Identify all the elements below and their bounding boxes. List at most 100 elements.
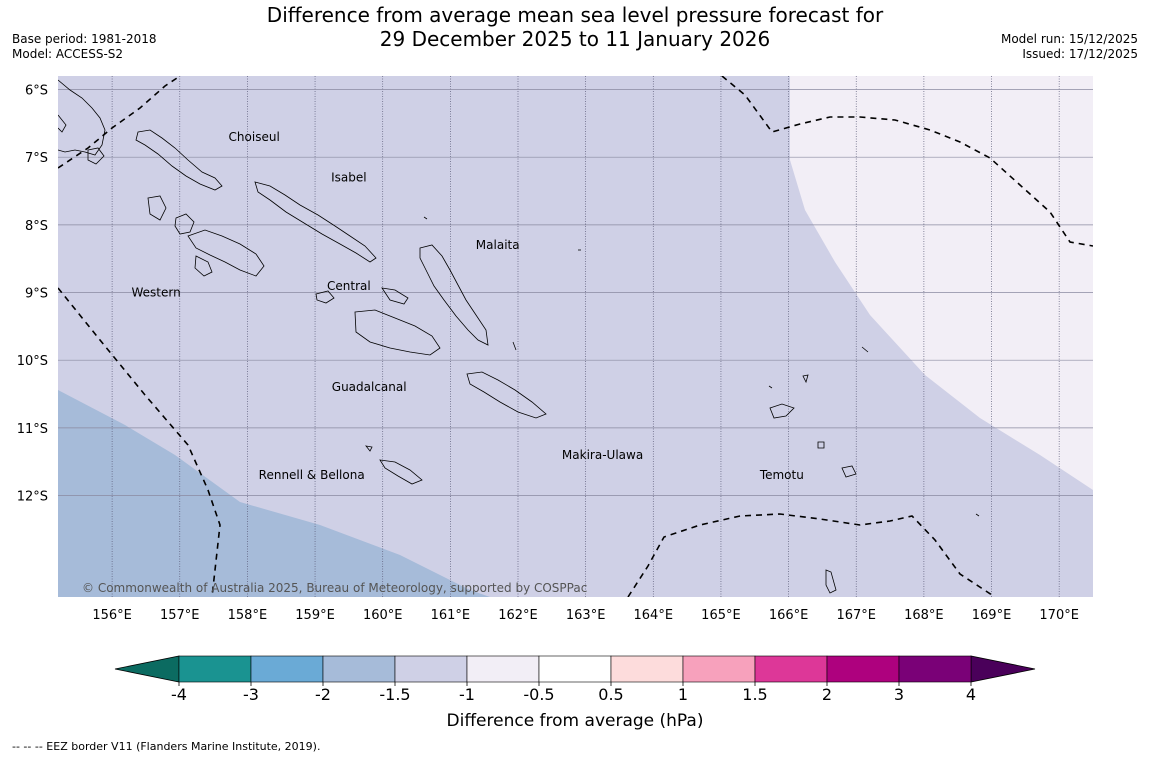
- solomon-islands-coastline: [58, 79, 980, 594]
- colorbar-tick-label: 1.5: [742, 685, 767, 704]
- colorbar-segment: [322, 655, 396, 683]
- small-islet-2: [423, 216, 428, 220]
- title-line-1: Difference from average mean sea level p…: [266, 3, 884, 27]
- colorbar-tick-label: -1.5: [379, 685, 410, 704]
- colorbar-tick-label: 3: [894, 685, 904, 704]
- kolombangara-coast: [174, 213, 195, 235]
- colorbar-segment: [898, 655, 972, 683]
- title-line-2: 29 December 2025 to 11 January 2026: [379, 27, 771, 51]
- colorbar-segment: [754, 655, 828, 683]
- longitude-label: 162°E: [498, 608, 538, 623]
- colorbar-high-extend: [970, 655, 1036, 683]
- province-label: Makira-Ulawa: [562, 448, 643, 462]
- latitude-label: 11°S: [17, 422, 48, 437]
- buka-coast: [58, 114, 67, 133]
- small-islet-5: [512, 341, 517, 351]
- colorbar-segment: [826, 655, 900, 683]
- province-labels: Choiseul Isabel Malaita Western Central Guada…: [131, 130, 803, 482]
- colorbar-title: Difference from average (hPa): [447, 711, 704, 731]
- longitude-labels: 156°E 157°E 158°E 159°E 160°E 161°E 162°E 163°E…: [92, 608, 1079, 623]
- colorbar-low-extend: [114, 655, 180, 683]
- malaita-coast: [419, 244, 489, 346]
- province-label: Guadalcanal: [332, 380, 407, 394]
- model-name: Model: ACCESS-S2: [12, 47, 124, 61]
- run-info: Model run: 15/12/2025 Issued: 17/12/2025: [1001, 32, 1138, 62]
- model-run: Model run: 15/12/2025: [1000, 32, 1138, 46]
- colorbar-tick-label: 0.5: [598, 685, 623, 704]
- longitude-label: 169°E: [972, 608, 1012, 623]
- map-title: Difference from average mean sea level p…: [0, 3, 1150, 51]
- latitude-label: 6°S: [25, 84, 48, 99]
- choiseul-coast: [135, 129, 223, 191]
- longitude-label: 160°E: [363, 608, 403, 623]
- eez-borders: [58, 76, 1093, 597]
- colorbar-tick-label: 1: [678, 685, 688, 704]
- map-figure: Choiseul Isabel Malaita Western Central Guada…: [17, 76, 1093, 731]
- latitude-label: 8°S: [25, 219, 48, 234]
- province-label: Isabel: [331, 170, 366, 184]
- colorbar-segment: [610, 655, 684, 683]
- vella-lavella-coast: [147, 195, 167, 221]
- province-label: Central: [327, 279, 371, 293]
- longitude-label: 168°E: [904, 608, 944, 623]
- colorbar-tick-label: -1: [459, 685, 475, 704]
- small-islet-3: [861, 346, 869, 353]
- latitude-label: 9°S: [25, 287, 48, 302]
- copyright-notice: © Commonwealth of Australia 2025, Bureau…: [82, 581, 587, 595]
- colorbar-segment: [394, 655, 468, 683]
- isabel-coast: [254, 181, 377, 263]
- eez-nauru-kiribati: [721, 76, 1093, 247]
- longitude-label: 163°E: [566, 608, 606, 623]
- colorbar-segment: [178, 655, 252, 683]
- colorbar-tick-label: -3: [243, 685, 259, 704]
- longitude-label: 159°E: [295, 608, 335, 623]
- makira-coast: [466, 371, 547, 419]
- bougainville-coast: [58, 79, 106, 156]
- longitude-label: 157°E: [160, 608, 200, 623]
- rendova-coast: [194, 255, 213, 277]
- base-info: Base period: 1981-2018 Model: ACCESS-S2: [12, 32, 157, 62]
- new-georgia-coast: [187, 229, 265, 277]
- bellona-coast: [365, 445, 373, 452]
- latitude-label: 10°S: [17, 354, 48, 369]
- small-islet-4: [975, 513, 980, 517]
- colorbar-segment: [682, 655, 756, 683]
- florida-islands-coast: [381, 287, 409, 305]
- eez-footnote: -- -- -- EEZ border V11 (Flanders Marine…: [12, 740, 321, 753]
- colorbar-segment: [250, 655, 324, 683]
- province-label: Malaita: [476, 238, 520, 252]
- colorbar-segment: [538, 655, 612, 683]
- longitude-label: 158°E: [228, 608, 268, 623]
- eez-vanuatu: [627, 513, 996, 597]
- anuta-coast: [825, 569, 837, 594]
- longitude-label: 167°E: [836, 608, 876, 623]
- province-label: Western: [131, 286, 180, 300]
- colorbar-tick-label: -2: [315, 685, 331, 704]
- latitude-label: 7°S: [25, 151, 48, 166]
- latitude-label: 12°S: [17, 490, 48, 505]
- colorbar-tick-label: -0.5: [523, 685, 554, 704]
- guadalcanal-coast: [354, 309, 441, 356]
- colorbar-tick-label: 4: [966, 685, 976, 704]
- map-area: Choiseul Isabel Malaita Western Central Guada…: [58, 76, 1093, 597]
- issued-date: Issued: 17/12/2025: [1022, 47, 1138, 61]
- longitude-label: 161°E: [431, 608, 471, 623]
- russell-islands-coast: [315, 290, 335, 304]
- province-label: Temotu: [759, 468, 804, 482]
- longitude-label: 165°E: [701, 608, 741, 623]
- duff-islands-coast: [802, 374, 809, 384]
- province-label: Rennell & Bellona: [259, 468, 365, 482]
- longitude-label: 156°E: [92, 608, 132, 623]
- base-period: Base period: 1981-2018: [12, 32, 157, 46]
- anomaly-field-neg0-5: [790, 76, 1093, 490]
- anomaly-field-neg2: [58, 390, 490, 597]
- longitude-label: 170°E: [1039, 608, 1079, 623]
- eez-png-southwest: [58, 287, 221, 597]
- colorbar-segment: [466, 655, 540, 683]
- tinakula-coast: [817, 441, 825, 449]
- shortland-coast: [87, 147, 105, 165]
- santa-cruz-coast: [769, 403, 795, 419]
- latitude-labels: 6°S 7°S 8°S 9°S 10°S 11°S 12°S: [17, 84, 48, 505]
- rennell-coast: [379, 459, 423, 485]
- vanikoro-coast: [841, 465, 857, 478]
